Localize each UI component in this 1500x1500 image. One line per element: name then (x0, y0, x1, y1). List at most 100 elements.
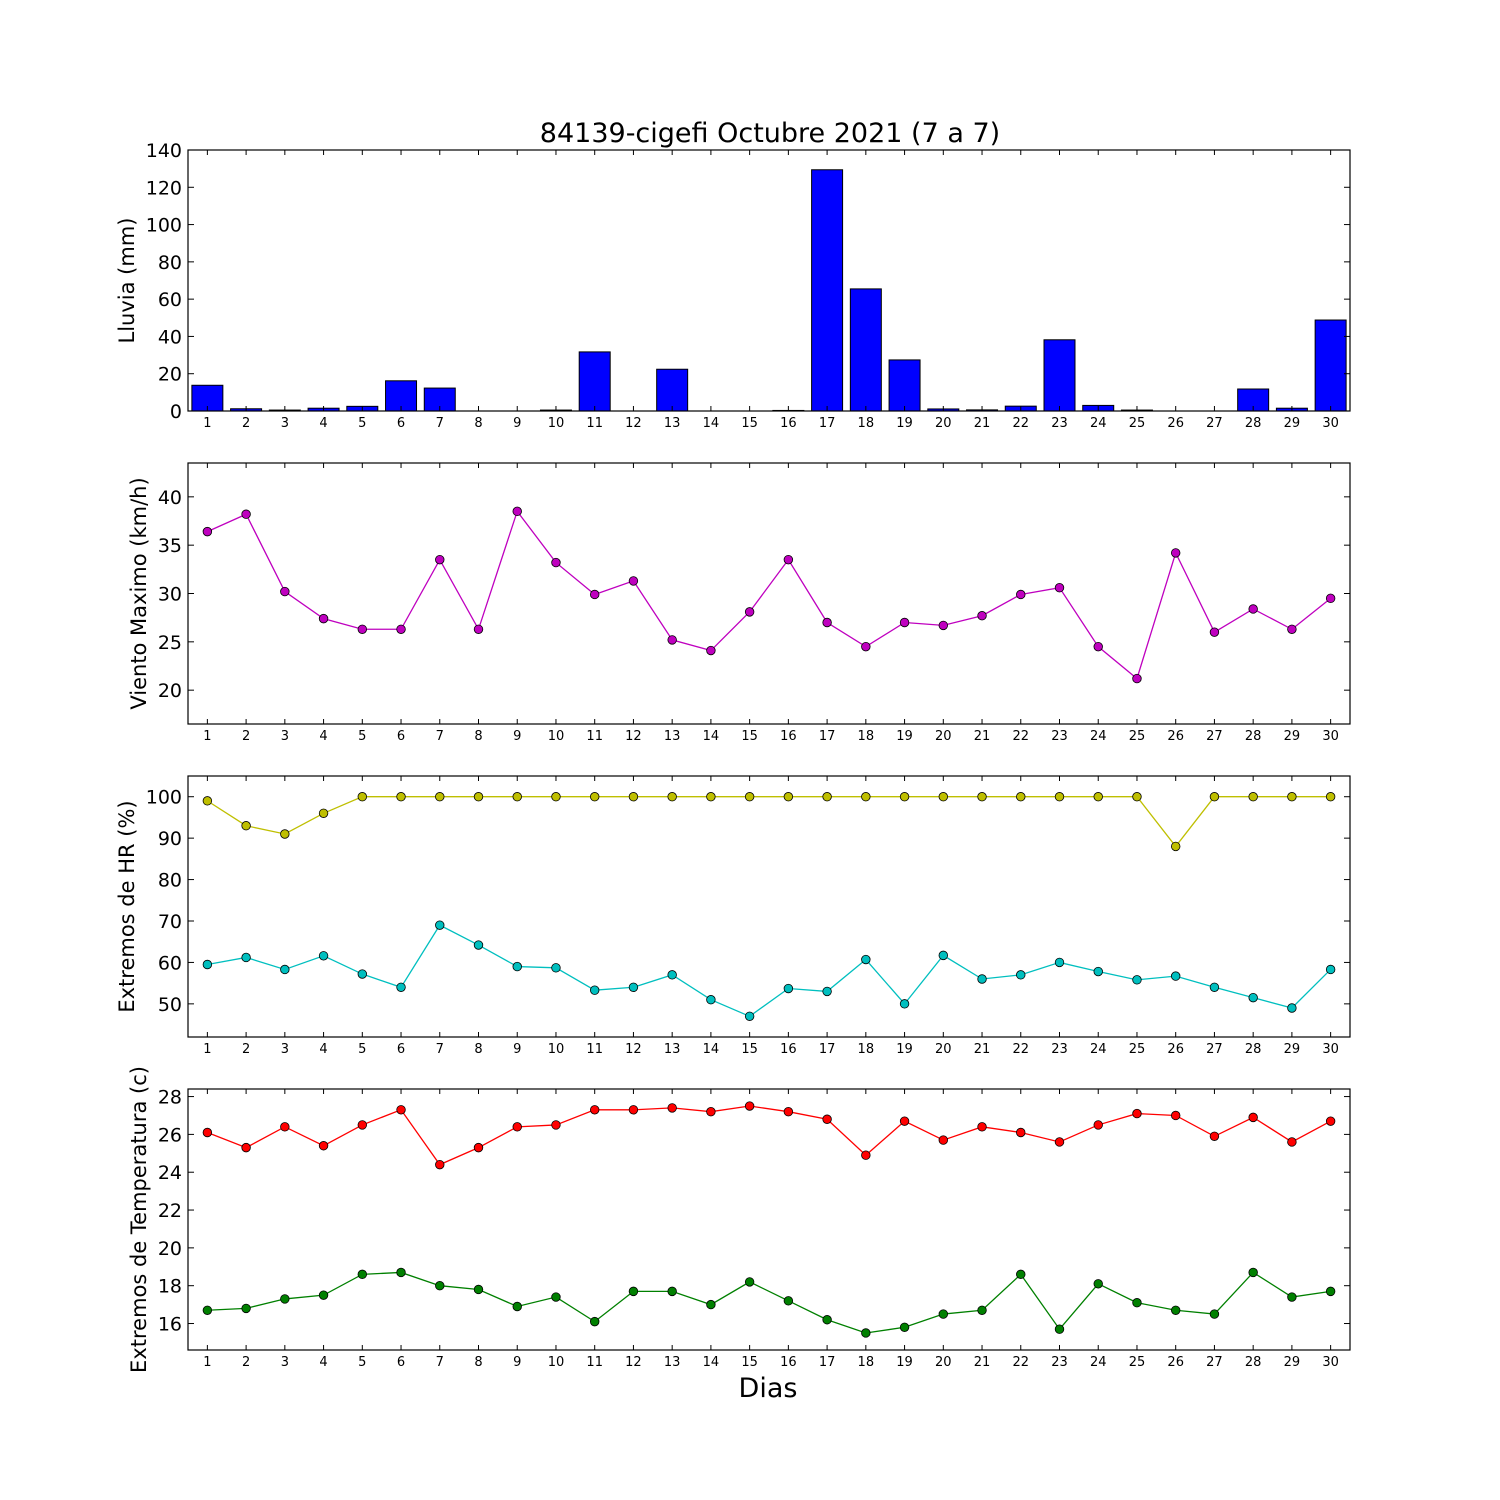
humedad-series-1-point-day-27 (1209, 982, 1220, 992)
temperatura-series-0-point-day-2 (241, 1142, 251, 1153)
humedad-series-1-point-day-19 (899, 999, 910, 1009)
temperatura-series-1-point-day-15 (744, 1277, 755, 1287)
humedad-series-1-point-day-10 (551, 963, 561, 973)
lluvia-x-tick-label: 26 (1167, 416, 1184, 431)
viento-x-tick-label: 28 (1245, 729, 1262, 744)
viento-x-tick-label: 26 (1167, 729, 1184, 744)
temperatura-x-tick-label: 12 (625, 1355, 642, 1370)
temperatura-series-0-point-day-6 (396, 1105, 406, 1115)
viento-x-tick-label: 21 (974, 729, 991, 744)
humedad-series-0-point-day-25 (1132, 792, 1142, 802)
humedad-series-0-point-day-17 (822, 792, 832, 802)
humedad-series-1-point-day-15 (744, 1011, 755, 1021)
temperatura-series-1-point-day-9 (512, 1301, 522, 1312)
lluvia-x-tick-label: 19 (896, 416, 913, 431)
temperatura-series-1-point-day-6 (396, 1267, 406, 1278)
temperatura-x-tick-label: 3 (281, 1355, 289, 1370)
humedad-x-tick-label: 4 (319, 1042, 327, 1057)
temperatura-x-tick-label: 4 (319, 1355, 327, 1370)
temperatura-series-1-line (207, 1271, 1331, 1334)
viento-series-0-point-day-28 (1248, 604, 1258, 614)
humedad-series-1-point-day-5 (357, 969, 368, 979)
humedad-x-tick-label: 11 (586, 1042, 603, 1057)
temperatura-series-0-point-day-18 (861, 1150, 871, 1160)
viento-x-tick-label: 5 (358, 729, 366, 744)
viento-x-tick-label: 11 (586, 729, 603, 744)
humedad-series-0-point-day-7 (435, 792, 445, 802)
humedad-x-tick-label: 14 (703, 1042, 720, 1057)
humedad-series-1-point-day-25 (1132, 975, 1142, 985)
humedad-series-1-point-day-16 (783, 983, 794, 994)
humedad-x-tick-label: 10 (548, 1042, 565, 1057)
lluvia-x-tick-label: 21 (974, 416, 991, 431)
lluvia-y-tick-label: 20 (158, 364, 182, 386)
temperatura-x-tick-label: 24 (1090, 1355, 1107, 1370)
rain-bar-day-23 (1043, 339, 1076, 412)
rain-bar-day-13 (656, 368, 689, 412)
temperatura-series-0-point-day-21 (977, 1122, 987, 1132)
humedad-y-tick-label: 70 (158, 911, 182, 933)
humedad-x-tick-label: 15 (741, 1042, 758, 1057)
temperatura-series-0-point-day-11 (590, 1105, 600, 1115)
temperatura-x-tick-label: 2 (242, 1355, 250, 1370)
lluvia-x-tick-label: 15 (741, 416, 758, 431)
viento-series-0-point-day-17 (822, 617, 832, 628)
temperatura-series-1-point-day-10 (551, 1292, 561, 1302)
temperatura-series-0-point-day-24 (1093, 1120, 1103, 1130)
viento-axes-frame (187, 462, 1351, 725)
rain-panel: 1 2 3 4 5 6 7 8 9 10 11 12 13 14 15 16 17 18 19 20 21 22 23 24 2… (115, 140, 1351, 431)
humedad-series-0-point-day-22 (1016, 792, 1026, 802)
lluvia-x-tick-label: 8 (474, 416, 482, 431)
temperatura-series-0-point-day-26 (1170, 1110, 1181, 1121)
temperatura-series-1-point-day-7 (435, 1280, 445, 1291)
viento-y-axis-label: Viento Maximo (km/h) (127, 477, 151, 709)
humedad-axes-frame (187, 775, 1351, 1038)
temperatura-series-1-point-day-18 (861, 1328, 871, 1338)
humedad-series-0-point-day-28 (1248, 792, 1258, 802)
humedad-x-tick-label: 1 (203, 1042, 211, 1057)
temperatura-y-axis-label: Extremos de Temperatura (c) (127, 1066, 151, 1373)
lluvia-x-tick-label: 2 (242, 416, 250, 431)
viento-series-0-point-day-26 (1170, 548, 1181, 558)
humedad-series-1-point-day-7 (435, 920, 445, 930)
viento-x-tick-label: 3 (281, 729, 289, 744)
temperatura-series-1-point-day-24 (1093, 1279, 1103, 1289)
humedad-y-tick-label: 50 (158, 994, 182, 1016)
temperatura-series-0-point-day-10 (551, 1120, 561, 1130)
temperatura-series-0-point-day-22 (1016, 1127, 1026, 1138)
temperatura-y-tick-label: 22 (158, 1200, 182, 1222)
viento-series-0-point-day-29 (1287, 624, 1297, 634)
viento-series-0-point-day-20 (938, 620, 949, 631)
temperatura-series-0-point-day-13 (667, 1103, 677, 1113)
humedad-y-axis-label: Extremos de HR (%) (115, 800, 139, 1012)
viento-series-0-point-day-21 (977, 611, 987, 621)
lluvia-x-tick-label: 24 (1090, 416, 1107, 431)
lluvia-y-tick-label: 120 (146, 177, 182, 199)
viento-series-0-point-day-25 (1132, 673, 1142, 684)
humedad-series-0-point-day-4 (318, 808, 329, 818)
rain-bar-day-17 (811, 169, 844, 412)
temperatura-x-tick-label: 8 (474, 1355, 482, 1370)
viento-series-0-point-day-18 (861, 641, 871, 652)
temperatura-y-tick-label: 18 (158, 1276, 182, 1298)
temperatura-y-tick-label: 26 (158, 1124, 182, 1146)
temperatura-series-1-point-day-3 (280, 1294, 290, 1304)
temperatura-x-tick-label: 26 (1167, 1355, 1184, 1370)
humedad-series-1-point-day-12 (628, 982, 639, 992)
x-axis-label: Dias (739, 1373, 798, 1404)
humedad-series-0-point-day-13 (667, 792, 677, 802)
temperatura-series-1-point-day-14 (706, 1299, 716, 1310)
lluvia-x-tick-label: 16 (780, 416, 797, 431)
lluvia-x-tick-label: 27 (1206, 416, 1223, 431)
lluvia-x-tick-label: 1 (203, 416, 211, 431)
viento-x-tick-label: 30 (1322, 729, 1339, 744)
humedad-x-tick-label: 6 (397, 1042, 405, 1057)
humedad-series-1-point-day-14 (706, 995, 716, 1005)
lluvia-x-tick-label: 14 (703, 416, 720, 431)
temperatura-series-0-point-day-19 (899, 1116, 910, 1126)
humedad-x-tick-label: 13 (664, 1042, 681, 1057)
temperatura-x-tick-label: 11 (586, 1355, 603, 1370)
humedad-series-0-point-day-18 (861, 792, 871, 802)
lluvia-x-tick-label: 6 (397, 416, 405, 431)
temperatura-series-1-point-day-19 (899, 1322, 910, 1333)
